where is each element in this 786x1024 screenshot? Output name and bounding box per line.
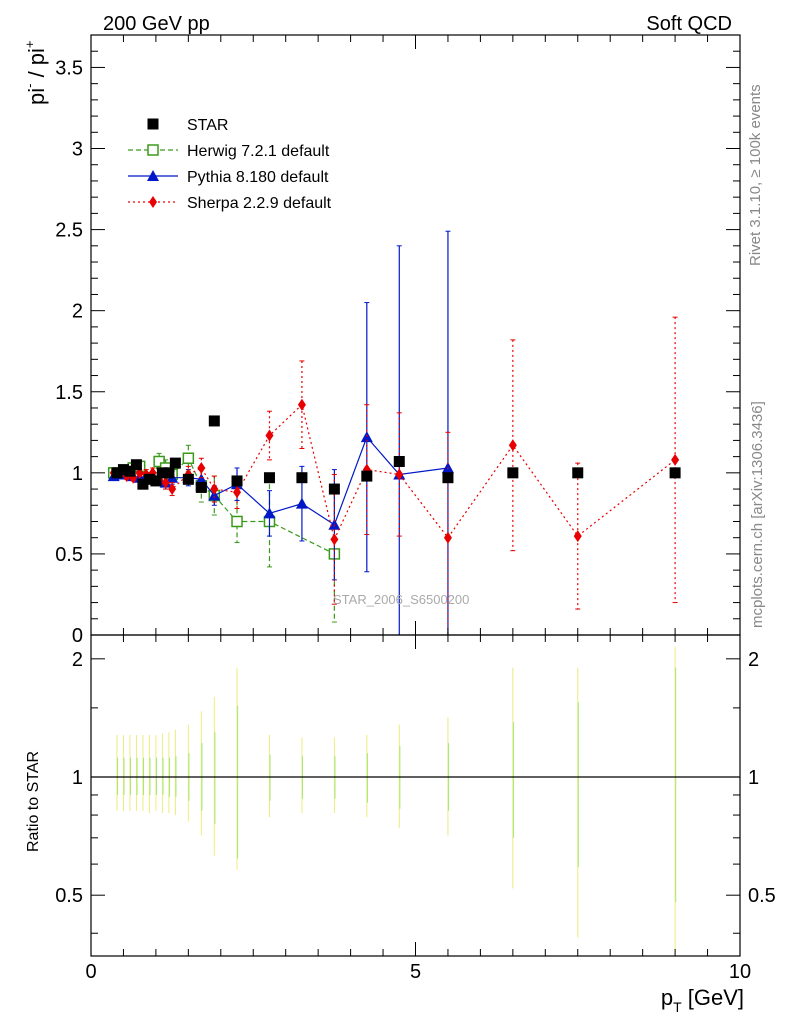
data-point-pythia [263, 507, 276, 519]
x-axis-label: pT [GeV] [661, 985, 744, 1015]
data-point-sherpa [573, 530, 582, 543]
legend-entry-label: Herwig 7.2.1 default [187, 143, 330, 160]
data-point-star [361, 470, 373, 482]
legend-marker [147, 144, 159, 156]
ratio-y-tick-label-right: 2 [748, 649, 759, 671]
data-point-star [124, 465, 136, 477]
main-y-tick-label: 2.5 [55, 220, 83, 242]
ratio-y-tick-label-right: 0.5 [748, 885, 776, 907]
data-point-star [150, 475, 162, 487]
data-point-pythia [295, 497, 308, 509]
data-point-pythia [195, 473, 208, 485]
header-category-label: Soft QCD [646, 13, 732, 35]
data-point-star [572, 467, 584, 479]
data-point-star [263, 472, 275, 484]
data-point-sherpa [671, 453, 680, 466]
ratio-y-tick-label: 1 [72, 767, 83, 789]
main-y-axis-label: pi- / pi+ [22, 40, 49, 105]
data-point-star [208, 415, 220, 427]
ratio-y-tick-label-right: 1 [748, 767, 759, 789]
data-point-sherpa [508, 439, 517, 452]
x-tick-label: 10 [729, 961, 751, 983]
data-point-sherpa [265, 429, 274, 442]
main-y-tick-label: 1 [72, 463, 83, 485]
legend-entry-label: Pythia 8.180 default [187, 169, 329, 186]
data-point-star [137, 478, 149, 490]
legend-marker [149, 196, 157, 208]
data-point-star [163, 467, 175, 479]
legend-marker [147, 118, 159, 130]
data-point-sherpa [210, 483, 219, 496]
mcplots-source-label: mcplots.cern.ch [arXiv:1306.3436] [749, 401, 766, 628]
main-y-tick-label: 0.5 [55, 544, 83, 566]
ratio-y-axis-label: Ratio to STAR [25, 751, 42, 852]
main-y-tick-label: 3.5 [55, 57, 83, 79]
data-point-sherpa [168, 483, 177, 496]
data-point-star [231, 475, 243, 487]
data-point-star [169, 457, 181, 469]
main-y-tick-label: 0 [72, 625, 83, 647]
data-point-star [669, 467, 681, 479]
data-point-star [117, 464, 129, 476]
data-point-star [182, 473, 194, 485]
rivet-version-label: Rivet 3.1.10, ≥ 100k events [747, 84, 764, 266]
data-point-star [143, 473, 155, 485]
header-energy-label: 200 GeV pp [103, 13, 210, 35]
data-point-star [507, 467, 519, 479]
data-point-star [156, 467, 168, 479]
series-line-sherpa [113, 403, 676, 542]
data-point-sherpa [161, 476, 170, 489]
main-y-tick-label: 3 [72, 139, 83, 161]
legend-entry-label: STAR [187, 117, 228, 134]
legend-entry-label: Sherpa 2.2.9 default [187, 195, 332, 212]
data-point-herwig [182, 452, 195, 464]
main-y-tick-label: 2 [72, 301, 83, 323]
data-point-star [296, 472, 308, 484]
legend-marker [147, 170, 159, 181]
ratio-plot-frame [90, 634, 741, 957]
data-point-star [111, 467, 123, 479]
ratio-y-tick-label: 0.5 [55, 885, 83, 907]
x-tick-label: 0 [85, 961, 96, 983]
data-point-pythia [328, 518, 341, 530]
data-point-star [195, 481, 207, 493]
data-point-star [442, 472, 454, 484]
ratio-y-tick-label: 2 [72, 649, 83, 671]
data-point-sherpa [297, 398, 306, 411]
main-y-tick-label: 1.5 [55, 382, 83, 404]
x-tick-label: 5 [410, 961, 421, 983]
data-point-sherpa [395, 468, 404, 481]
data-point-herwig [153, 455, 165, 468]
data-point-star [130, 459, 142, 471]
data-point-sherpa [443, 531, 452, 544]
data-point-star [328, 483, 340, 495]
data-point-star [393, 455, 405, 467]
data-point-sherpa [197, 461, 206, 474]
data-point-herwig [231, 515, 243, 528]
data-point-sherpa [233, 486, 242, 499]
data-point-sherpa [330, 533, 339, 546]
analysis-watermark: STAR_2006_S6500200 [333, 592, 469, 607]
